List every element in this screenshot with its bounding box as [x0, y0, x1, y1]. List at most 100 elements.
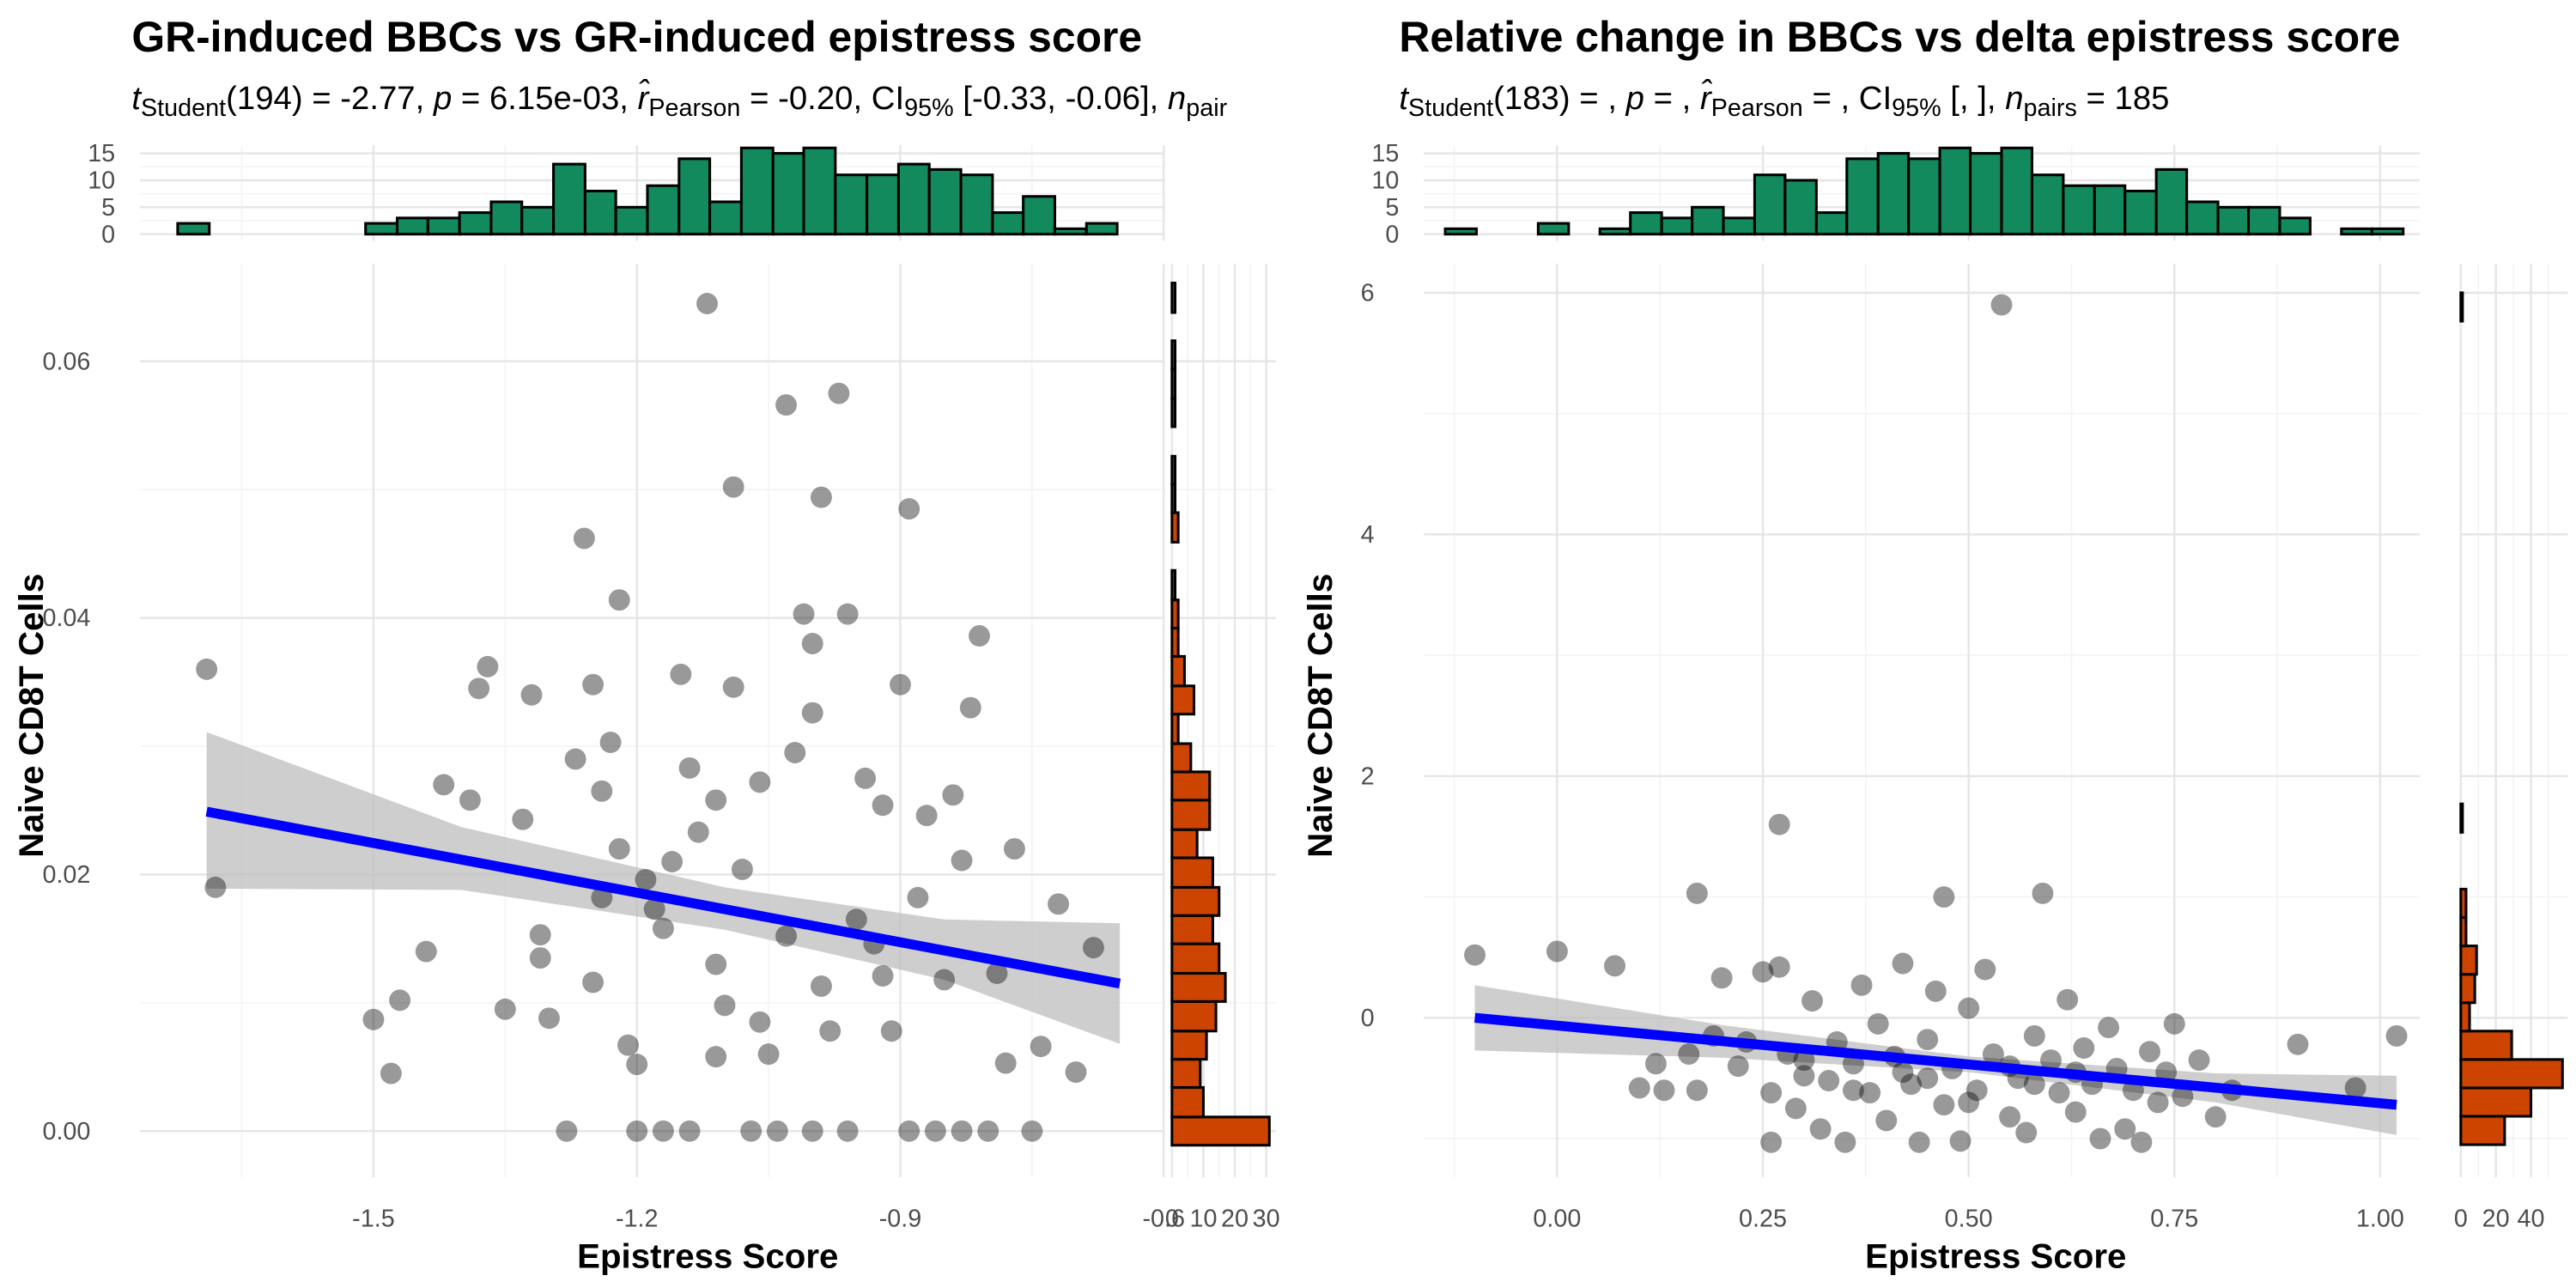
point: [2130, 1131, 2153, 1153]
point: [1768, 813, 1790, 835]
hist-tick-label: 0: [101, 221, 115, 248]
point: [1793, 1065, 1815, 1087]
point: [2040, 1049, 2062, 1072]
hist-bar: [1170, 999, 1218, 1033]
point: [1065, 1061, 1087, 1084]
point: [828, 382, 850, 404]
hist-tick-label: 20: [1221, 1206, 1249, 1233]
point: [1949, 1130, 1971, 1152]
point: [1900, 1073, 1923, 1096]
y-tick-label: 6: [1361, 280, 1375, 307]
hist-bar: [2459, 1115, 2506, 1146]
point: [1710, 967, 1733, 989]
hist-bar: [1170, 828, 1199, 860]
point: [670, 663, 692, 685]
subtitle-part: t: [131, 80, 142, 117]
point: [1628, 1077, 1650, 1099]
confidence-band: [206, 732, 1121, 1044]
hist-bar: [1022, 195, 1057, 236]
point: [890, 673, 911, 696]
point: [951, 849, 973, 872]
hist-bar: [458, 211, 493, 236]
subtitle-part: [-0.33, -0.06],: [954, 80, 1168, 117]
point: [582, 971, 605, 993]
point: [2155, 1061, 2178, 1084]
subtitle-part: r̂: [638, 78, 651, 117]
point: [959, 696, 981, 719]
hist-bar: [1053, 227, 1088, 236]
hist-bar: [1170, 568, 1177, 602]
point: [661, 851, 683, 872]
point: [872, 794, 894, 817]
hist-bar: [2216, 205, 2251, 236]
point: [2073, 1037, 2095, 1059]
hist-tick-label: 0: [2454, 1206, 2468, 1233]
regression-line: [205, 806, 1121, 989]
subtitle-part: n: [2005, 80, 2023, 117]
point: [1048, 893, 1070, 915]
subtitle-part: p: [433, 80, 452, 117]
hist-bar: [896, 162, 931, 236]
chart-title: GR-induced BBCs vs GR-induced epistress …: [131, 13, 1142, 61]
point: [1768, 956, 1790, 978]
subtitle-part: Student: [141, 94, 226, 122]
hist-tick-label: 10: [1371, 167, 1399, 195]
subtitle-part: 95%: [1892, 94, 1941, 122]
point: [793, 603, 815, 625]
hist-bar: [2459, 1001, 2471, 1033]
y-axis-label: Naive CD8T Cells: [1301, 574, 1340, 858]
point: [564, 748, 586, 770]
hist-bar: [1443, 227, 1479, 236]
point: [678, 1120, 701, 1142]
hist-bar: [771, 152, 805, 236]
hist-bar: [2154, 167, 2189, 236]
hist-bar: [1170, 942, 1221, 975]
x-tick-label: 0.50: [1945, 1206, 1993, 1233]
point: [740, 1120, 762, 1142]
point: [2147, 1091, 2169, 1114]
hist-bar: [1170, 885, 1221, 917]
hist-bar: [1814, 211, 1849, 236]
subtitle-part: pair: [1186, 94, 1227, 122]
hist-bar: [520, 205, 556, 236]
x-tick-label: -0.6: [1142, 1206, 1185, 1233]
hist-bar: [2185, 200, 2220, 236]
hist-bar: [1691, 205, 1725, 236]
point: [2048, 1082, 2070, 1104]
point: [1760, 1082, 1783, 1104]
hist-bar: [866, 173, 900, 236]
point: [1933, 1094, 1955, 1116]
subtitle-part: = , CI: [1803, 80, 1892, 117]
subtitle-part: n: [1168, 80, 1186, 117]
hist-bar: [1170, 598, 1180, 630]
hist-bar: [2278, 216, 2312, 236]
point: [969, 625, 990, 647]
hist-bar: [1598, 227, 1632, 236]
hist-bar: [1170, 1058, 1202, 1090]
point: [582, 673, 605, 696]
subtitle: tStudent(194) = -2.77, p = 6.15e-03, r̂P…: [131, 78, 1227, 122]
hist-bar: [614, 205, 649, 236]
point: [599, 732, 622, 753]
hist-bar: [1170, 713, 1180, 745]
hist-bar: [1170, 627, 1180, 658]
point: [924, 1120, 946, 1142]
point: [819, 1020, 841, 1042]
point: [678, 756, 701, 779]
point: [389, 989, 411, 1012]
y-tick-label: 0.04: [42, 605, 90, 632]
point: [1917, 1067, 1939, 1090]
point: [1859, 1082, 1881, 1104]
point: [775, 394, 798, 416]
point: [898, 1120, 920, 1142]
hist-bar: [708, 200, 743, 236]
y-tick-label: 2: [1361, 762, 1375, 790]
hist-tick-label: 15: [1371, 140, 1399, 167]
x-tick-label: 0.75: [2150, 1206, 2198, 1233]
hist-bar: [1170, 971, 1227, 1003]
point: [836, 1120, 859, 1142]
point: [626, 1120, 648, 1142]
hist-bar: [1783, 179, 1818, 236]
